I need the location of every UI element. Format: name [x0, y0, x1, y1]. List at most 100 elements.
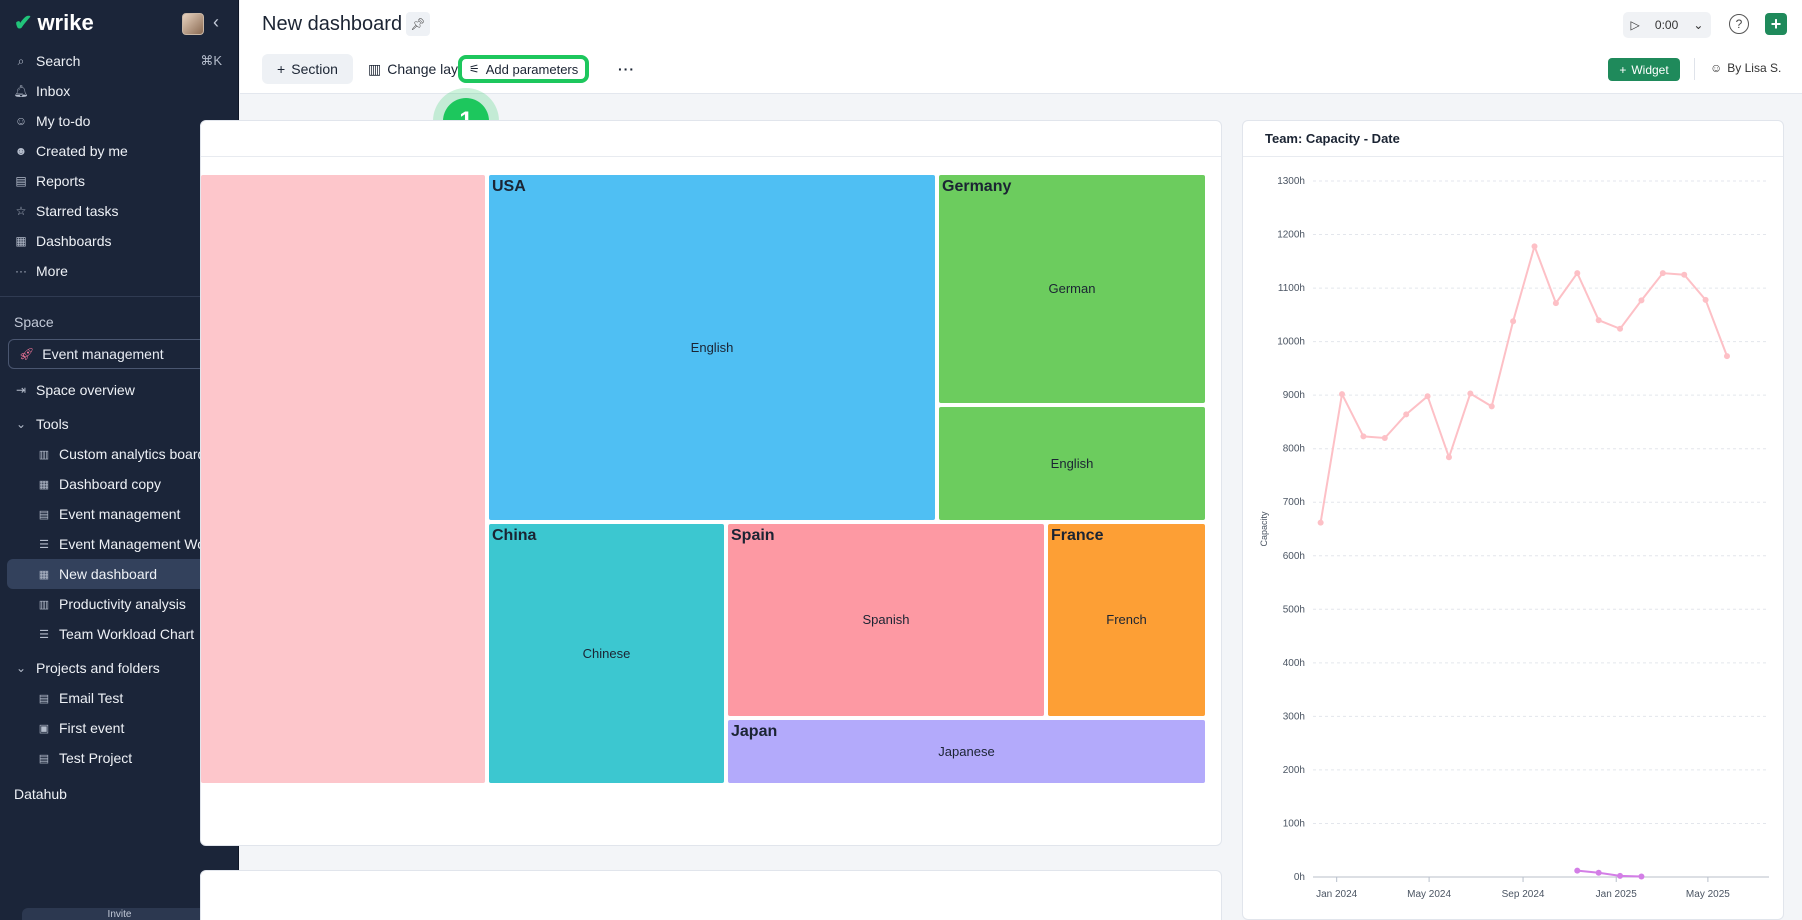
treemap-tile-france[interactable]: France French [1048, 524, 1205, 716]
space-overview-label: Space overview [36, 382, 135, 398]
project-email-test[interactable]: ▤ Email Test [0, 683, 238, 713]
data-point [1681, 271, 1688, 278]
help-icon[interactable]: ? [1729, 14, 1749, 34]
nav-created-by-me[interactable]: ☻ Created by me [0, 136, 238, 166]
space-select[interactable]: 🚀︎ Event management ⌄ [8, 339, 230, 369]
nav-more[interactable]: ··· More [0, 256, 238, 286]
tile-language: French [1106, 612, 1147, 627]
tile-country: USA [492, 178, 526, 195]
treemap-tile-left[interactable] [201, 175, 485, 783]
data-point [1510, 318, 1517, 325]
play-icon[interactable]: ▷ [1630, 18, 1640, 32]
report-icon: ▤ [15, 174, 27, 188]
tile-country: France [1051, 527, 1104, 544]
timer[interactable]: ▷ 0:00 ⌄ [1623, 12, 1711, 38]
y-tick-label: 0h [1294, 872, 1305, 883]
nav-label: Reports [36, 173, 86, 189]
invite-button[interactable]: Invite [22, 908, 217, 920]
y-tick-label: 600h [1283, 551, 1305, 562]
data-point [1403, 411, 1410, 418]
tool-new-dashboard[interactable]: ▦ New dashboard [7, 559, 231, 589]
nav-label: Inbox [36, 83, 71, 99]
space-selected-value: Event management [42, 346, 164, 362]
pin-icon[interactable]: 📌︎ [406, 12, 430, 36]
treemap-tile-japan[interactable]: Japan Japanese [728, 720, 1205, 783]
avatar[interactable] [182, 13, 204, 35]
nav-dashboards[interactable]: ▦ Dashboards [0, 226, 238, 256]
x-tick-label: May 2025 [1686, 889, 1730, 900]
nav-reports[interactable]: ▤ Reports [0, 166, 238, 196]
project-label: First event [59, 720, 125, 736]
tool-event-management[interactable]: ▤ Event management [0, 499, 238, 529]
owner-filter[interactable]: ☺ By Lisa S. [1710, 61, 1781, 75]
treemap-tile-spain[interactable]: Spain Spanish [728, 524, 1044, 716]
search-icon: ⌕ [17, 53, 25, 68]
add-parameters-button[interactable]: ⚟ Add parameters [458, 55, 590, 83]
data-point [1659, 270, 1666, 277]
treemap-tile-china[interactable]: China Chinese [489, 524, 724, 783]
data-point [1617, 325, 1624, 332]
workload-icon: ☰ [39, 538, 49, 551]
tool-label: Productivity analysis [59, 596, 186, 612]
tile-language: English [1050, 456, 1094, 471]
nav-search[interactable]: ⌕ Search ⌘K [0, 46, 238, 76]
layout-label: Change layout [387, 61, 478, 77]
project-icon: ▤ [38, 692, 50, 705]
capacity-chart-widget: Team: Capacity - Date 0h 100h 200h 300h 400h… [1242, 120, 1784, 920]
y-tick-label: 200h [1283, 765, 1305, 776]
tile-language: German [1048, 281, 1096, 296]
chevron-down-icon[interactable]: ⌄ [1693, 18, 1704, 32]
data-point [1445, 454, 1452, 461]
overview-icon: ⇥ [15, 383, 27, 397]
timer-value: 0:00 [1654, 18, 1679, 32]
calendar-icon: ▣ [38, 722, 50, 735]
invite-label: Invite [107, 909, 132, 920]
series-line [1319, 243, 1728, 523]
chevron-down-icon: ⌄ [15, 417, 27, 431]
divider [0, 296, 238, 297]
tile-country: Germany [942, 178, 1012, 195]
y-tick-label: 500h [1283, 604, 1305, 615]
x-tick-label: Jan 2024 [1316, 889, 1358, 900]
report-icon: ▤ [38, 508, 50, 521]
wrike-logo[interactable]: ✔ wrike [14, 10, 94, 36]
change-layout-button[interactable]: ▥ Change layout [368, 54, 478, 84]
project-first-event[interactable]: ▣ First event [0, 713, 238, 743]
bottom-widget [200, 870, 1222, 920]
project-test-project[interactable]: ▤ Test Project [0, 743, 238, 773]
tool-custom-analytics-board[interactable]: ▥ Custom analytics board [0, 439, 238, 469]
params-label: Add parameters [485, 61, 579, 77]
collapse-sidebar-icon[interactable]: ‹ [213, 12, 219, 32]
tile-language: English [690, 340, 734, 355]
nav-label: More [36, 263, 68, 279]
sidebar: ✔ wrike ‹ ⌕ Search ⌘K 🔔︎ Inbox ☺ My to-d… [0, 0, 239, 920]
data-point [1339, 391, 1346, 398]
treemap-tile-germany-english[interactable]: English [939, 407, 1205, 520]
data-point [1574, 270, 1581, 277]
owner-label: By Lisa S. [1727, 61, 1782, 75]
sliders-icon: ⚟ [469, 62, 480, 76]
create-new-button[interactable]: + [1765, 13, 1787, 35]
project-label: Email Test [59, 690, 124, 706]
more-options-icon[interactable]: ··· [618, 61, 635, 77]
nav-inbox[interactable]: 🔔︎ Inbox [0, 76, 238, 106]
tile-country: Japan [731, 723, 778, 740]
treemap-tile-usa[interactable]: USA English [489, 175, 935, 520]
nav-label: Starred tasks [36, 203, 119, 219]
treemap-tile-germany[interactable]: Germany German [939, 175, 1205, 403]
tool-team-workload-chart[interactable]: ☰ Team Workload Chart [0, 619, 238, 649]
add-widget-button[interactable]: + Widget [1608, 58, 1680, 81]
nav-my-todo[interactable]: ☺ My to-do [0, 106, 238, 136]
logo-row: ✔ wrike [0, 0, 238, 46]
tool-event-management-work[interactable]: ☰ Event Management Work... [0, 529, 238, 559]
projects-label: Projects and folders [36, 660, 160, 676]
chevron-down-icon: ⌄ [15, 661, 27, 675]
add-section-button[interactable]: + Section [262, 54, 353, 84]
y-tick-label: 800h [1283, 444, 1305, 455]
y-tick-label: 300h [1283, 711, 1305, 722]
tool-productivity-analysis[interactable]: ▥ Productivity analysis [0, 589, 238, 619]
nav-starred-tasks[interactable]: ☆ Starred tasks [0, 196, 238, 226]
plus-icon: + [277, 61, 286, 77]
y-tick-label: 100h [1283, 818, 1305, 829]
tool-dashboard-copy[interactable]: ▦ Dashboard copy [0, 469, 238, 499]
